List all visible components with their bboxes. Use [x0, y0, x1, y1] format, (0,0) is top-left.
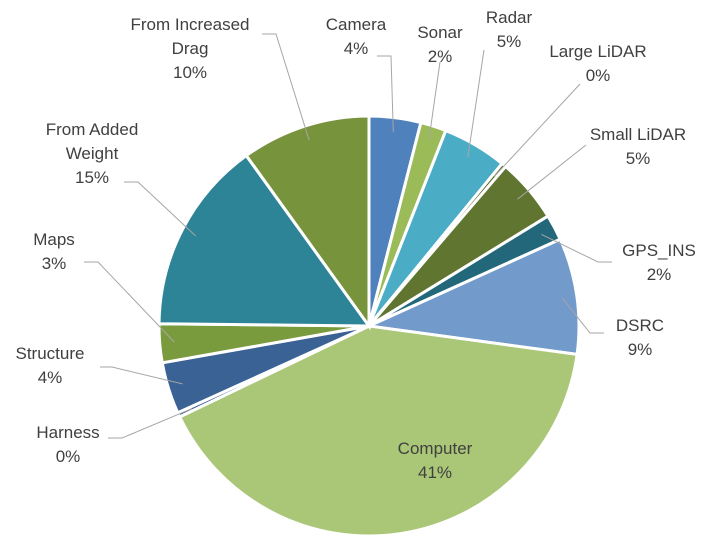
- pie-slice-computer: [177, 324, 579, 538]
- slice-label-large-lidar: Large LiDAR 0%: [549, 42, 646, 85]
- slice-label-from-increased-drag: From Increased Drag 10%: [130, 15, 249, 82]
- slice-label-harness: Harness 0%: [36, 423, 99, 466]
- leader-line-harness: [108, 408, 193, 439]
- slice-labels: Camera 4% Sonar 2% Radar 5% Large LiDAR 0% Small…: [16, 8, 696, 482]
- leader-line-maps: [84, 261, 175, 343]
- leader-line-dsrc: [561, 297, 604, 334]
- leader-line-small-lidar: [517, 144, 587, 200]
- leader-line-gps-ins: [541, 233, 612, 263]
- leader-line-structure: [100, 366, 183, 385]
- pie-slice-dsrc: [363, 237, 581, 357]
- slice-label-maps: Maps 3%: [33, 230, 75, 273]
- leader-line-from-added-weight: [124, 181, 197, 237]
- leader-line-large-lidar: [494, 83, 581, 177]
- slice-label-structure: Structure 4%: [16, 344, 85, 387]
- slice-label-from-added-weight: From Added Weight 15%: [46, 120, 139, 187]
- slice-label-gps-ins: GPS_INS 2%: [622, 241, 696, 284]
- slice-label-computer: Computer 41%: [398, 439, 473, 482]
- leader-line-sonar: [428, 61, 441, 141]
- leader-line-camera: [377, 55, 394, 133]
- leader-line-from-increased-drag: [262, 33, 310, 141]
- pie-slices: [157, 114, 581, 538]
- slice-label-camera: Camera 4%: [326, 15, 387, 58]
- leader-lines: [84, 33, 612, 439]
- slice-label-dsrc: DSRC 9%: [616, 316, 664, 359]
- leader-line-radar: [467, 49, 485, 158]
- pie-slice-from-added-weight: [157, 153, 372, 328]
- slice-label-sonar: Sonar 2%: [417, 23, 463, 66]
- slice-label-small-lidar: Small LiDAR 5%: [590, 125, 686, 168]
- slice-label-radar: Radar 5%: [486, 8, 533, 51]
